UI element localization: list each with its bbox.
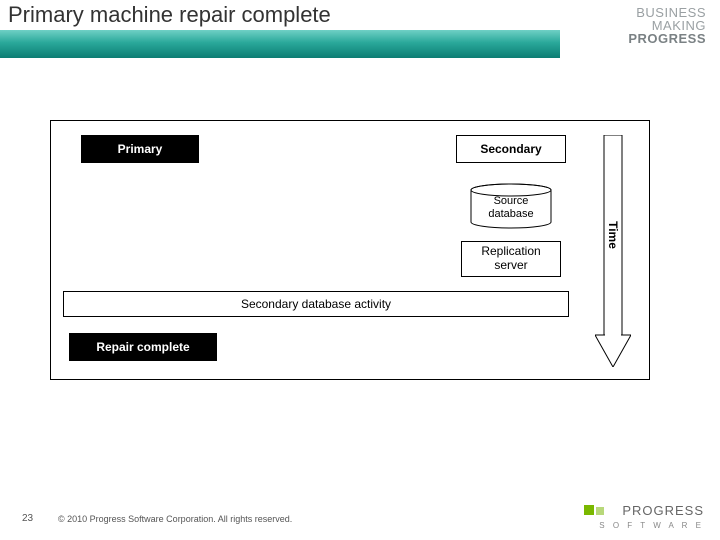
diagram-container: Primary Secondary Source database Replic… [50, 120, 650, 380]
box-replication-server: Replication server [461, 241, 561, 277]
brand-logo-top: BUSINESS MAKING PROGRESS [628, 6, 706, 45]
page-number: 23 [22, 513, 33, 524]
slide-title: Primary machine repair complete [8, 2, 331, 28]
brand-logo-bottom: PROGRESS S O F T W A R E [576, 502, 706, 532]
box-repair-complete-label: Repair complete [96, 340, 189, 354]
header-accent-bar [0, 30, 560, 58]
copyright-text: © 2010 Progress Software Corporation. Al… [58, 514, 292, 524]
box-primary-label: Primary [118, 142, 163, 156]
box-secondary-label: Secondary [480, 142, 541, 156]
box-source-db: Source database [469, 183, 553, 229]
brand-bottom-sub-svg: S O F T W A R E [599, 521, 704, 530]
source-db-text: Source database [488, 195, 533, 220]
time-label-text: Time [606, 221, 620, 249]
box-source-db-label: Source database [469, 195, 553, 220]
box-repair-complete: Repair complete [69, 333, 217, 361]
box-activity: Secondary database activity [63, 291, 569, 317]
time-arrow-label: Time [595, 135, 631, 335]
box-activity-label: Secondary database activity [241, 297, 391, 311]
brand-bottom-name-svg: PROGRESS [622, 503, 704, 518]
box-primary: Primary [81, 135, 199, 163]
slide-header: Primary machine repair complete BUSINESS… [0, 0, 720, 64]
box-secondary: Secondary [456, 135, 566, 163]
brand-top-line3: PROGRESS [628, 32, 706, 45]
slide-footer: 23 © 2010 Progress Software Corporation.… [0, 502, 720, 540]
box-replication-server-label: Replication server [481, 245, 540, 273]
time-arrow: Time [595, 135, 631, 367]
